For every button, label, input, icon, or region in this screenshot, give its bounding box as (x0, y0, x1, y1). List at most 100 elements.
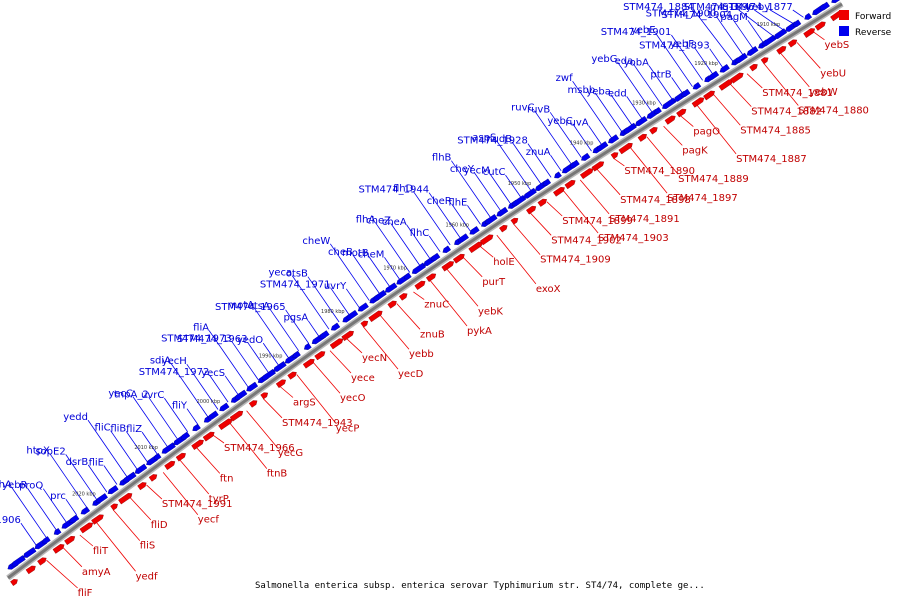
forward-gene-arrow (202, 431, 215, 442)
label-connector (671, 34, 703, 81)
forward-gene-label: STM474_1903 (598, 233, 669, 244)
reverse-gene-arrow (442, 245, 452, 253)
position-tick-label: 2020 kbp (72, 492, 96, 498)
forward-gene-arrow (148, 474, 158, 482)
reverse-gene-arrow (207, 410, 219, 420)
position-tick-label: 1990 kbp (259, 354, 283, 360)
forward-gene-arrow (10, 579, 18, 586)
label-connector (170, 363, 209, 418)
label-connector (738, 9, 774, 37)
forward-gene-label: yebb (409, 349, 434, 360)
label-connector (186, 408, 199, 425)
forward-gene-arrow (314, 351, 326, 361)
forward-gene-label: STM474_1902 (551, 235, 622, 246)
forward-gene-arrow (387, 300, 397, 309)
position-tick-label: 2000 kbp (197, 399, 221, 405)
label-connector (141, 431, 158, 455)
forward-gene-label: znuB (420, 329, 445, 340)
label-connector (330, 287, 350, 316)
reverse-gene-label: STM474_1904 (661, 10, 732, 21)
label-connector (428, 192, 461, 239)
reverse-gene-arrow (484, 214, 498, 225)
label-connector (374, 222, 411, 273)
label-connector (27, 487, 57, 531)
label-connector (693, 46, 714, 75)
reverse-gene-label: pagM (720, 12, 747, 23)
reverse-gene-label: tnpA_2 (114, 389, 149, 400)
legend-forward-label: Forward (855, 12, 891, 22)
reverse-gene-label: fliE (89, 458, 104, 469)
label-connector (213, 434, 225, 444)
reverse-gene-label: ptrB (650, 69, 671, 80)
forward-gene-arrow (664, 115, 676, 125)
reverse-gene-label: cheB (328, 247, 353, 258)
label-connector (446, 268, 479, 307)
reverse-gene-label: proQ (19, 481, 43, 492)
reverse-gene-label: flhC (410, 228, 430, 239)
label-connector (648, 65, 673, 100)
label-connector (563, 190, 599, 234)
reverse-gene-label: dsrB (66, 457, 89, 468)
reverse-gene-label: pgsA (283, 313, 308, 324)
label-connector (110, 430, 138, 470)
label-connector (663, 125, 683, 146)
reverse-gene-arrow (831, 0, 841, 4)
forward-gene-arrow (499, 224, 508, 233)
label-connector (42, 488, 67, 523)
forward-gene-label: holE (493, 257, 515, 268)
label-connector (262, 342, 279, 366)
forward-gene-arrow (537, 198, 547, 207)
label-connector (496, 234, 537, 285)
label-connector (479, 245, 494, 258)
reverse-gene-label: cheA (382, 217, 407, 228)
reverse-gene-label: yecM (464, 166, 490, 177)
forward-gene-arrow (814, 21, 826, 31)
reverse-gene-label: yeby (746, 2, 770, 13)
reverse-gene-arrow (735, 52, 748, 64)
forward-gene-arrow (637, 133, 647, 142)
reverse-gene-arrow (192, 423, 201, 432)
reverse-gene-label: otsA (248, 301, 270, 312)
label-connector (20, 522, 37, 546)
label-connector (646, 136, 679, 175)
label-connector (713, 94, 741, 126)
forward-gene-arrow (510, 217, 519, 225)
forward-gene-label: STM474_1885 (740, 125, 811, 136)
forward-gene-arrow (191, 439, 204, 450)
label-connector (291, 275, 330, 330)
forward-gene-arrow (175, 452, 186, 462)
reverse-gene-label: cutC (483, 167, 506, 178)
reverse-gene-label: yecH (162, 356, 187, 367)
reverse-gene-label: mig-3 (710, 2, 739, 13)
legend-forward-swatch (839, 10, 849, 20)
label-connector (594, 92, 623, 132)
forward-gene-label: ftnB (267, 469, 288, 480)
forward-gene-arrow (110, 503, 118, 511)
reverse-gene-label: fliC (95, 423, 111, 434)
genome-backbone (6, 1, 844, 581)
forward-gene-arrow (52, 544, 65, 554)
reverse-gene-label: motA (227, 300, 254, 311)
label-connector (162, 472, 199, 515)
reverse-gene-label: STM474_1893 (639, 41, 710, 52)
forward-gene-label: purT (482, 277, 506, 288)
forward-gene-arrow (425, 273, 437, 282)
label-connector (285, 309, 310, 344)
reverse-gene-label: zwf (556, 73, 573, 84)
reverse-gene-arrow (180, 431, 191, 440)
forward-gene-arrow (64, 535, 76, 546)
label-connector (368, 255, 390, 287)
reverse-gene-arrow (523, 187, 537, 199)
label-connector (579, 179, 610, 215)
label-connector (62, 547, 83, 568)
label-connector (796, 42, 821, 69)
reverse-gene-arrow (457, 233, 469, 243)
forward-gene-arrow (260, 392, 269, 400)
forward-gene-label: STM474_1891 (609, 214, 680, 225)
forward-gene-label: STM474_1909 (540, 255, 611, 266)
reverse-gene-arrow (719, 64, 730, 73)
reverse-gene-label: cheM (358, 249, 385, 260)
reverse-gene-arrow (69, 514, 80, 524)
reverse-gene-label: flhB (432, 153, 452, 164)
forward-gene-label: STM474_1966 (224, 443, 295, 454)
